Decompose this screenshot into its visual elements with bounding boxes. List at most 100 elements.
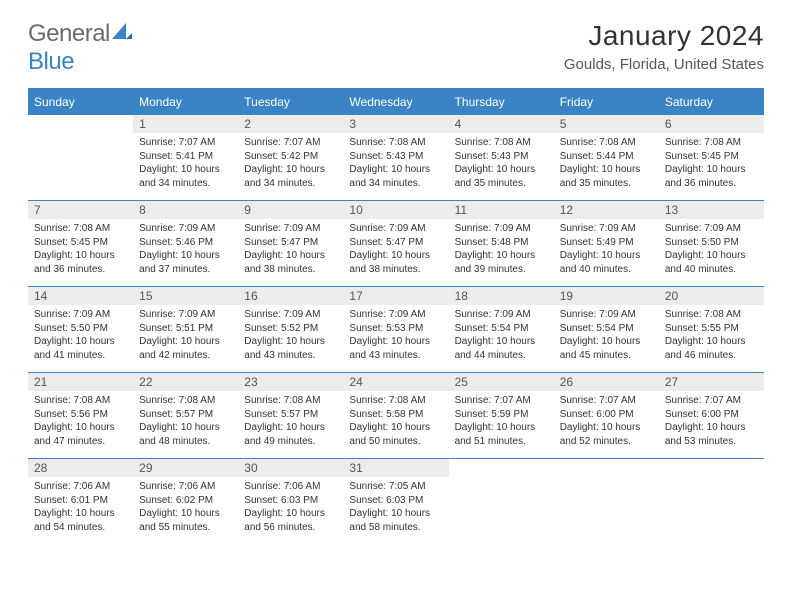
calendar-cell: 6Sunrise: 7:08 AMSunset: 5:45 PMDaylight… [659,115,764,201]
daylight: Daylight: 10 hours and 51 minutes. [455,421,548,448]
calendar-cell: 22Sunrise: 7:08 AMSunset: 5:57 PMDayligh… [133,373,238,459]
day-details: Sunrise: 7:08 AMSunset: 5:58 PMDaylight:… [343,391,448,452]
sunrise: Sunrise: 7:09 AM [34,308,127,322]
sunset: Sunset: 5:48 PM [455,236,548,250]
calendar-cell [554,459,659,545]
day-number: 28 [28,459,133,477]
calendar-cell: 26Sunrise: 7:07 AMSunset: 6:00 PMDayligh… [554,373,659,459]
day-number: 3 [343,115,448,133]
day-details: Sunrise: 7:09 AMSunset: 5:50 PMDaylight:… [659,219,764,280]
brand-part2: Blue [28,48,74,75]
day-details: Sunrise: 7:07 AMSunset: 5:59 PMDaylight:… [449,391,554,452]
day-number: 21 [28,373,133,391]
sunset: Sunset: 6:03 PM [244,494,337,508]
calendar-cell: 5Sunrise: 7:08 AMSunset: 5:44 PMDaylight… [554,115,659,201]
day-details: Sunrise: 7:06 AMSunset: 6:03 PMDaylight:… [238,477,343,538]
day-details: Sunrise: 7:06 AMSunset: 6:01 PMDaylight:… [28,477,133,538]
sunrise: Sunrise: 7:08 AM [34,222,127,236]
sunrise: Sunrise: 7:09 AM [665,222,758,236]
calendar-cell: 2Sunrise: 7:07 AMSunset: 5:42 PMDaylight… [238,115,343,201]
sunrise: Sunrise: 7:09 AM [349,308,442,322]
sunrise: Sunrise: 7:07 AM [244,136,337,150]
sunrise: Sunrise: 7:08 AM [455,136,548,150]
day-number: 25 [449,373,554,391]
day-details: Sunrise: 7:07 AMSunset: 6:00 PMDaylight:… [659,391,764,452]
sunrise: Sunrise: 7:09 AM [244,308,337,322]
sunrise: Sunrise: 7:07 AM [665,394,758,408]
day-number: 7 [28,201,133,219]
day-number: 10 [343,201,448,219]
sunrise: Sunrise: 7:06 AM [34,480,127,494]
sunset: Sunset: 5:53 PM [349,322,442,336]
day-number: 9 [238,201,343,219]
day-details: Sunrise: 7:08 AMSunset: 5:56 PMDaylight:… [28,391,133,452]
sunset: Sunset: 5:43 PM [349,150,442,164]
sunrise: Sunrise: 7:05 AM [349,480,442,494]
calendar-cell: 20Sunrise: 7:08 AMSunset: 5:55 PMDayligh… [659,287,764,373]
sunset: Sunset: 5:41 PM [139,150,232,164]
weekday-header: Tuesday [238,89,343,115]
sunset: Sunset: 5:58 PM [349,408,442,422]
calendar-cell: 9Sunrise: 7:09 AMSunset: 5:47 PMDaylight… [238,201,343,287]
daylight: Daylight: 10 hours and 36 minutes. [665,163,758,190]
sunset: Sunset: 6:02 PM [139,494,232,508]
sunset: Sunset: 5:45 PM [665,150,758,164]
daylight: Daylight: 10 hours and 47 minutes. [34,421,127,448]
sunset: Sunset: 5:54 PM [560,322,653,336]
daylight: Daylight: 10 hours and 48 minutes. [139,421,232,448]
calendar-cell: 12Sunrise: 7:09 AMSunset: 5:49 PMDayligh… [554,201,659,287]
day-details: Sunrise: 7:09 AMSunset: 5:47 PMDaylight:… [238,219,343,280]
sunrise: Sunrise: 7:08 AM [665,308,758,322]
day-details: Sunrise: 7:09 AMSunset: 5:52 PMDaylight:… [238,305,343,366]
sunset: Sunset: 5:43 PM [455,150,548,164]
sunrise: Sunrise: 7:09 AM [349,222,442,236]
weekday-header: Saturday [659,89,764,115]
day-number: 24 [343,373,448,391]
sunset: Sunset: 5:59 PM [455,408,548,422]
calendar-week: 7Sunrise: 7:08 AMSunset: 5:45 PMDaylight… [28,201,764,287]
calendar-cell: 7Sunrise: 7:08 AMSunset: 5:45 PMDaylight… [28,201,133,287]
daylight: Daylight: 10 hours and 43 minutes. [349,335,442,362]
sunset: Sunset: 5:46 PM [139,236,232,250]
calendar-cell: 13Sunrise: 7:09 AMSunset: 5:50 PMDayligh… [659,201,764,287]
sunrise: Sunrise: 7:08 AM [34,394,127,408]
calendar-cell: 29Sunrise: 7:06 AMSunset: 6:02 PMDayligh… [133,459,238,545]
day-details: Sunrise: 7:08 AMSunset: 5:45 PMDaylight:… [28,219,133,280]
daylight: Daylight: 10 hours and 35 minutes. [560,163,653,190]
daylight: Daylight: 10 hours and 52 minutes. [560,421,653,448]
sunset: Sunset: 6:01 PM [34,494,127,508]
sunset: Sunset: 5:47 PM [349,236,442,250]
calendar-cell: 19Sunrise: 7:09 AMSunset: 5:54 PMDayligh… [554,287,659,373]
daylight: Daylight: 10 hours and 36 minutes. [34,249,127,276]
sunrise: Sunrise: 7:08 AM [244,394,337,408]
day-details: Sunrise: 7:06 AMSunset: 6:02 PMDaylight:… [133,477,238,538]
weekday-header: Monday [133,89,238,115]
day-number: 29 [133,459,238,477]
calendar-cell: 11Sunrise: 7:09 AMSunset: 5:48 PMDayligh… [449,201,554,287]
calendar-cell: 30Sunrise: 7:06 AMSunset: 6:03 PMDayligh… [238,459,343,545]
weekday-header: Friday [554,89,659,115]
daylight: Daylight: 10 hours and 37 minutes. [139,249,232,276]
day-details: Sunrise: 7:08 AMSunset: 5:57 PMDaylight:… [133,391,238,452]
daylight: Daylight: 10 hours and 56 minutes. [244,507,337,534]
day-details: Sunrise: 7:09 AMSunset: 5:50 PMDaylight:… [28,305,133,366]
sunrise: Sunrise: 7:09 AM [455,222,548,236]
sunrise: Sunrise: 7:07 AM [139,136,232,150]
sunset: Sunset: 6:00 PM [560,408,653,422]
calendar-cell: 27Sunrise: 7:07 AMSunset: 6:00 PMDayligh… [659,373,764,459]
day-details: Sunrise: 7:09 AMSunset: 5:47 PMDaylight:… [343,219,448,280]
day-number: 17 [343,287,448,305]
brand-part1: General [28,20,110,47]
daylight: Daylight: 10 hours and 41 minutes. [34,335,127,362]
day-number: 4 [449,115,554,133]
daylight: Daylight: 10 hours and 43 minutes. [244,335,337,362]
day-number: 8 [133,201,238,219]
daylight: Daylight: 10 hours and 50 minutes. [349,421,442,448]
day-number: 27 [659,373,764,391]
daylight: Daylight: 10 hours and 55 minutes. [139,507,232,534]
sunrise: Sunrise: 7:08 AM [349,136,442,150]
sunset: Sunset: 5:55 PM [665,322,758,336]
sunset: Sunset: 5:44 PM [560,150,653,164]
calendar-cell [28,115,133,201]
daylight: Daylight: 10 hours and 39 minutes. [455,249,548,276]
